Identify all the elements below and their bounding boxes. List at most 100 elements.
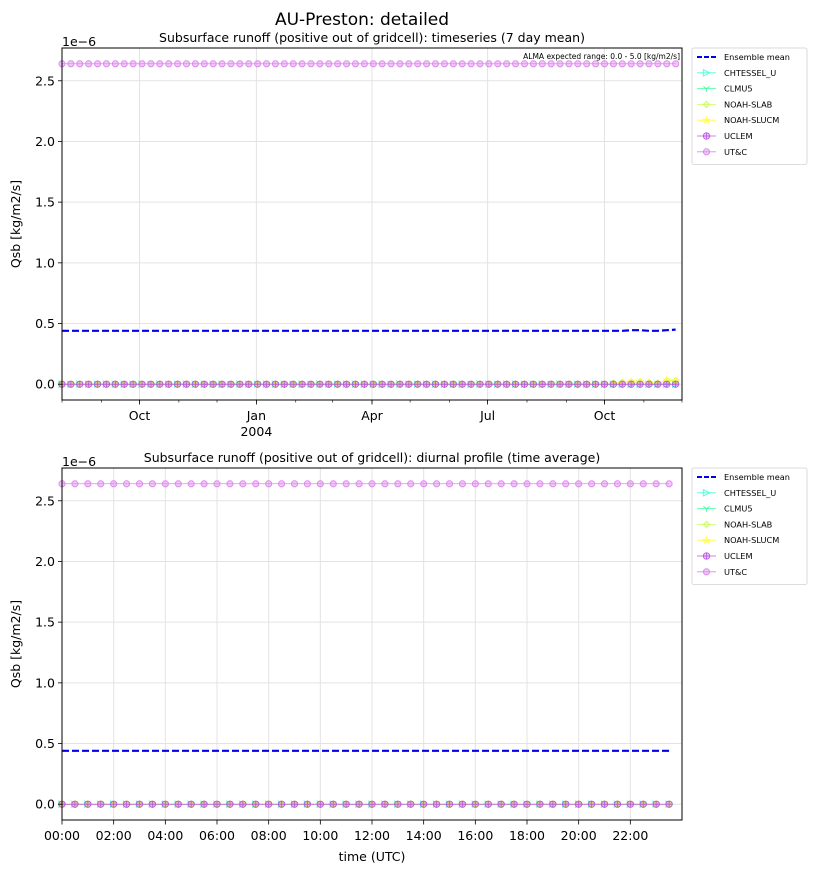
data-point xyxy=(342,480,350,488)
data-point xyxy=(342,800,350,808)
data-point xyxy=(433,480,440,488)
data-point xyxy=(76,380,84,388)
data-point xyxy=(652,480,660,488)
data-point xyxy=(200,480,208,488)
panel-timeseries: Subsurface runoff (positive out of gridc… xyxy=(8,30,808,439)
data-point xyxy=(252,480,260,488)
data-point xyxy=(583,60,591,68)
data-point xyxy=(200,60,208,68)
data-point xyxy=(449,380,457,388)
data-point xyxy=(407,800,415,808)
data-point xyxy=(476,380,484,388)
data-point xyxy=(307,380,315,388)
data-point xyxy=(378,380,386,388)
suptitle: AU-Preston: detailed xyxy=(275,10,449,30)
data-point xyxy=(636,60,644,68)
data-point xyxy=(574,380,582,388)
grid xyxy=(61,468,682,820)
x-tick-label: 10:00 xyxy=(302,828,338,843)
data-point xyxy=(381,480,389,488)
y-tick-label: 0.5 xyxy=(35,736,55,751)
data-point xyxy=(165,60,173,68)
x-tick-label: Apr xyxy=(361,408,383,423)
x-tick-label: 06:00 xyxy=(199,828,235,843)
data-point xyxy=(467,380,475,388)
data-point xyxy=(122,800,131,808)
data-point xyxy=(187,800,195,808)
x-tick-label: Jan xyxy=(246,408,266,423)
data-point xyxy=(671,380,680,388)
data-point xyxy=(120,60,128,68)
data-point xyxy=(265,480,273,488)
data-point xyxy=(97,800,105,808)
y-tick-label: 0.0 xyxy=(35,797,55,812)
data-point xyxy=(290,800,299,808)
data-point xyxy=(663,60,671,68)
legend-marker xyxy=(703,85,710,92)
data-point xyxy=(165,380,173,388)
data-point xyxy=(511,380,520,388)
legend-label: NOAH-SLUCM xyxy=(724,535,779,545)
data-point xyxy=(135,800,144,808)
x-tick-label: 04:00 xyxy=(147,828,183,843)
legend-item-chtessel-u: CHTESSEL_U xyxy=(697,68,776,78)
y-tick-label: 2.5 xyxy=(35,493,55,508)
data-point xyxy=(420,800,428,808)
legend-item-uclem: UCLEM xyxy=(697,551,753,561)
legend-item-uclem: UCLEM xyxy=(697,131,753,141)
data-point xyxy=(523,480,531,488)
data-point xyxy=(147,380,155,388)
data-point xyxy=(583,380,591,388)
legend-marker xyxy=(702,520,711,529)
data-point xyxy=(93,380,102,388)
data-point xyxy=(471,480,479,488)
legend-label: CHTESSEL_U xyxy=(724,68,776,78)
data-point xyxy=(289,60,297,68)
series-uclem xyxy=(58,800,673,808)
data-point xyxy=(368,480,376,488)
data-point xyxy=(510,480,518,488)
data-point xyxy=(316,60,324,68)
data-point xyxy=(226,480,234,488)
data-point xyxy=(254,60,262,68)
data-point xyxy=(355,800,363,808)
data-point xyxy=(601,60,608,68)
data-point xyxy=(458,60,466,68)
data-point xyxy=(420,480,428,488)
data-point xyxy=(94,60,101,68)
series-line xyxy=(62,328,676,332)
x-tick-label: 22:00 xyxy=(612,828,648,843)
data-point xyxy=(138,380,146,388)
y-tick-label: 2.0 xyxy=(35,134,55,149)
data-point xyxy=(227,380,235,388)
data-point xyxy=(213,800,221,808)
legend-marker xyxy=(702,132,711,140)
data-point xyxy=(565,380,573,388)
data-point xyxy=(672,60,680,68)
y-tick-label: 0.0 xyxy=(35,377,55,392)
legend-item-ut-c: UT&C xyxy=(697,567,747,577)
data-point xyxy=(138,60,146,68)
data-point xyxy=(538,380,546,388)
data-point xyxy=(245,380,253,388)
data-point xyxy=(272,60,279,68)
data-point xyxy=(71,800,79,808)
data-point xyxy=(654,60,662,68)
legend-label: UT&C xyxy=(724,147,747,157)
data-point xyxy=(556,380,564,388)
data-point xyxy=(665,800,673,808)
x-tick-label: 14:00 xyxy=(406,828,442,843)
legend-label: CLMU5 xyxy=(724,84,753,94)
data-point xyxy=(536,480,544,488)
legend-marker xyxy=(702,115,711,124)
data-point xyxy=(549,800,557,808)
legend-marker xyxy=(702,552,711,560)
data-point xyxy=(316,800,324,808)
legend-frame xyxy=(691,467,808,585)
data-point xyxy=(129,60,137,68)
legend-item-clmu5: CLMU5 xyxy=(697,504,753,514)
data-point xyxy=(396,380,404,388)
x-axis-label: time (UTC) xyxy=(339,849,406,864)
data-point xyxy=(441,60,448,68)
data-point xyxy=(298,60,306,68)
